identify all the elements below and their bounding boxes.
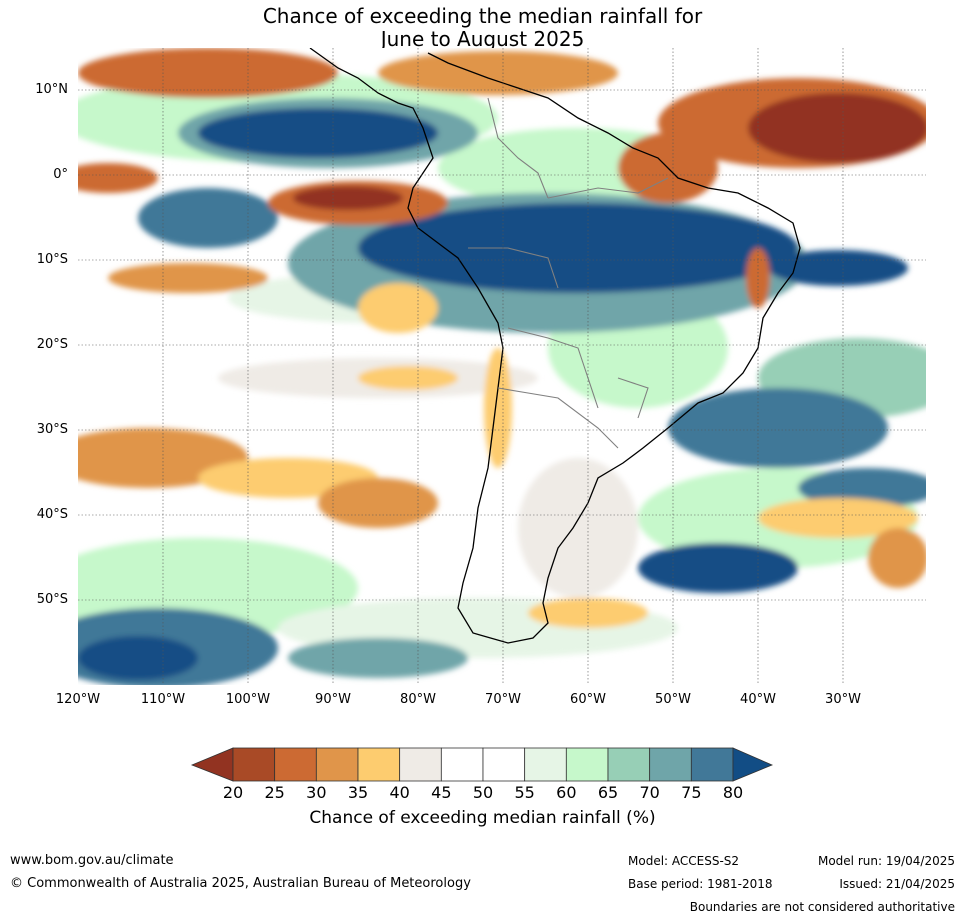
- colorbar-cell: [232, 747, 276, 782]
- footer-model-run: Model run: 19/04/2025: [817, 854, 955, 868]
- footer-base-period: Base period: 1981-2018: [628, 877, 773, 891]
- title-line-1: Chance of exceeding the median rainfall …: [262, 4, 703, 28]
- footer-issued: Issued: 21/04/2025: [839, 877, 955, 891]
- lon-label-100w: 100°W: [225, 692, 271, 707]
- lon-label-30w: 30°W: [825, 692, 861, 707]
- footer-model: Model: ACCESS-S2: [628, 854, 740, 868]
- footer-disclaimer: Boundaries are not considered authoritat…: [689, 900, 955, 914]
- colorbar-tick-label: 80: [722, 783, 744, 802]
- colorbar-cell: [607, 747, 651, 782]
- colorbar-cell: [440, 747, 484, 782]
- colorbar-tick-label: 60: [556, 783, 577, 802]
- colorbar-tick-label: 75: [681, 783, 702, 802]
- colorbar-tick-label: 20: [222, 783, 244, 802]
- lon-label-90w: 90°W: [315, 692, 351, 707]
- colorbar-cell: [399, 747, 442, 782]
- colorbar-tick-label: 70: [639, 783, 660, 802]
- country-borders: [468, 97, 669, 449]
- lat-label-50s: 50°S: [36, 592, 68, 607]
- colorbar-over-arrow: [732, 747, 774, 782]
- colorbar-tick-label: 30: [306, 783, 327, 802]
- colorbar-cell: [565, 747, 609, 782]
- lat-label-40s: 40°S: [36, 507, 68, 522]
- lat-label-30s: 30°S: [36, 422, 68, 437]
- colorbar-cell: [315, 747, 359, 782]
- colorbar-tick-label: 25: [264, 783, 285, 802]
- lon-label-40w: 40°W: [740, 692, 776, 707]
- footer-website: www.bom.gov.au/climate: [10, 853, 174, 868]
- rainfall-map: [78, 48, 926, 685]
- colorbar-cell: [524, 747, 567, 782]
- colorbar-graphic: [190, 747, 774, 782]
- colorbar-label: Chance of exceeding median rainfall (%): [309, 808, 656, 828]
- colorbar-tick-label: 50: [472, 783, 494, 802]
- colorbar-tick-label: 55: [514, 783, 535, 802]
- lon-label-80w: 80°W: [400, 692, 436, 707]
- colorbar-cell: [690, 747, 734, 782]
- lon-label-70w: 70°W: [485, 692, 521, 707]
- colorbar-tick-label: 35: [347, 783, 369, 802]
- colorbar-tick-label: 40: [389, 783, 410, 802]
- map-title: Chance of exceeding the median rainfall …: [0, 5, 965, 51]
- colorbar-cell: [357, 747, 401, 782]
- colorbar-tick-label: 45: [431, 783, 452, 802]
- graticule: [78, 48, 926, 685]
- title-line-2: June to August 2025: [380, 27, 585, 51]
- lon-label-120w: 120°W: [55, 692, 101, 707]
- lat-label-20s: 20°S: [36, 337, 68, 352]
- colorbar-cell: [649, 747, 692, 782]
- lon-label-60w: 60°W: [570, 692, 606, 707]
- colorbar-tick-label: 65: [597, 783, 619, 802]
- colorbar-under-arrow: [190, 747, 234, 782]
- lat-label-0: 0°: [53, 167, 68, 182]
- colorbar: [190, 745, 776, 785]
- lat-label-10s: 10°S: [36, 252, 68, 267]
- colorbar-cell: [482, 747, 526, 782]
- lat-label-10n: 10°N: [35, 82, 68, 97]
- lon-label-110w: 110°W: [140, 692, 186, 707]
- footer-copyright: © Commonwealth of Australia 2025, Austra…: [10, 876, 471, 891]
- coastline: [309, 48, 801, 644]
- colorbar-cell: [274, 747, 317, 782]
- map-canvas: [78, 48, 926, 685]
- rainfall-field: [78, 48, 926, 685]
- lon-label-50w: 50°W: [655, 692, 691, 707]
